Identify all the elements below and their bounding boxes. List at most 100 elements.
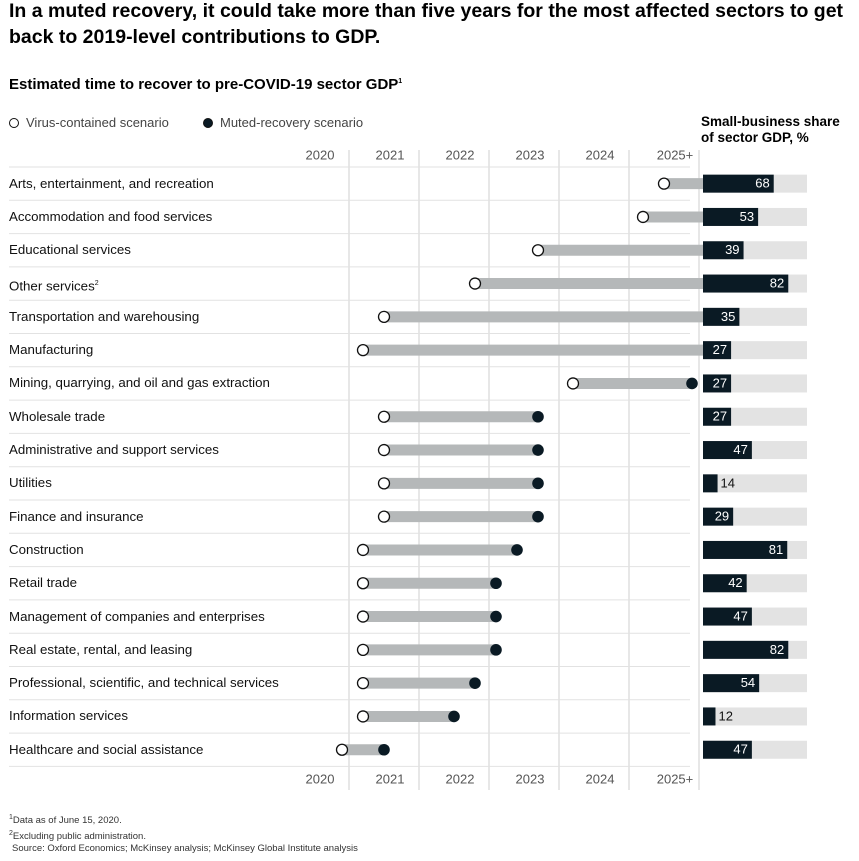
muted-recovery-marker [532, 444, 544, 456]
share-bar [703, 740, 752, 759]
share-value-label: 27 [713, 342, 727, 357]
share-bar [703, 241, 744, 260]
sector-label: Finance and insurance [9, 509, 144, 525]
share-value-label: 82 [770, 642, 784, 657]
share-value-label: 68 [755, 176, 769, 191]
share-bar [703, 707, 716, 726]
x-tick-label-top: 2025+ [657, 147, 694, 162]
muted-recovery-marker [469, 677, 481, 689]
sector-label: Educational services [9, 242, 131, 258]
sector-label: Mining, quarrying, and oil and gas extra… [9, 375, 270, 391]
sector-label-text: Arts, entertainment, and recreation [9, 175, 214, 191]
share-value-label: 47 [733, 742, 747, 757]
share-value-label: 27 [713, 375, 727, 390]
sector-label-text: Management of companies and enterprises [9, 608, 265, 624]
x-tick-label-bottom: 2020 [306, 771, 335, 786]
muted-recovery-marker [490, 644, 502, 656]
share-value-label: 47 [733, 608, 747, 623]
sector-label: Other services2 [9, 276, 99, 294]
share-bar [703, 274, 789, 293]
sector-label-text: Finance and insurance [9, 508, 144, 524]
sector-label-text: Professional, scientific, and technical … [9, 675, 279, 691]
chart-title: Estimated time to recover to pre-COVID-1… [9, 76, 402, 93]
share-value-label: 54 [741, 675, 755, 690]
footnote-1-mark: 1 [9, 814, 13, 821]
open-circle-icon [9, 117, 19, 128]
virus-contained-marker [356, 677, 370, 690]
virus-contained-marker [566, 377, 580, 390]
muted-recovery-marker [686, 377, 698, 390]
sector-label-text: Retail trade [9, 575, 77, 591]
footnote-2-mark: 2 [9, 829, 13, 837]
virus-contained-marker [377, 310, 391, 324]
virus-contained-marker [636, 210, 650, 224]
footnote-2: 2Excluding public administration. [9, 828, 358, 844]
share-bar [703, 507, 734, 526]
sector-label-text: Wholesale trade [9, 408, 106, 424]
sector-label-text: Healthcare and social assistance [9, 741, 204, 757]
sector-label-text: Construction [9, 541, 84, 557]
x-tick-label-top: 2020 [306, 147, 335, 162]
muted-recovery-marker [490, 577, 502, 590]
sector-label-text: Transportation and warehousing [9, 308, 200, 324]
virus-contained-marker [377, 443, 391, 457]
virus-contained-marker [468, 277, 482, 290]
sector-label: Retail trade [9, 575, 77, 591]
virus-contained-marker [356, 643, 370, 656]
sector-label-text: Accommodation and food services [9, 208, 213, 224]
virus-contained-marker [531, 244, 545, 257]
sector-label: Arts, entertainment, and recreation [9, 176, 214, 192]
x-tick-label-bottom: 2025+ [657, 771, 694, 786]
share-bar [703, 540, 788, 559]
share-bar [703, 474, 718, 493]
share-bar [703, 207, 759, 226]
legend-label-muted-recovery: Muted-recovery scenario [220, 115, 364, 130]
share-bar [703, 307, 740, 326]
virus-contained-marker [657, 177, 671, 190]
share-value-label: 47 [733, 442, 747, 457]
sector-label: Professional, scientific, and technical … [9, 675, 279, 691]
muted-recovery-marker [532, 477, 544, 490]
sector-label: Healthcare and social assistance [9, 742, 203, 758]
footnotes: 1Data as of June 15, 2020. 2Excluding pu… [9, 812, 358, 856]
virus-contained-marker [356, 610, 370, 623]
virus-contained-marker [356, 577, 370, 590]
virus-contained-marker [377, 510, 391, 523]
footnote-1: 1Data as of June 15, 2020. [9, 812, 358, 828]
share-value-label: 42 [728, 575, 742, 590]
footnote-1-text: Data as of June 15, 2020. [12, 815, 122, 827]
share-bar [703, 441, 752, 460]
legend-item-muted-recovery: Muted-recovery scenario [203, 115, 363, 130]
sector-label: Utilities [9, 475, 52, 491]
muted-recovery-marker [378, 743, 390, 756]
x-tick-label-top: 2021 [376, 147, 405, 162]
muted-recovery-marker [532, 510, 544, 523]
x-tick-label-top: 2022 [446, 147, 475, 162]
footnote-2-text: Excluding public administration. [12, 830, 146, 842]
share-bar [703, 174, 774, 193]
sector-label: Management of companies and enterprises [9, 609, 265, 625]
share-bar-track [703, 707, 807, 726]
small-business-share-header: Small-business share of sector GDP, % [701, 114, 840, 145]
share-bar [703, 341, 732, 360]
share-value-label: 81 [769, 542, 783, 557]
share-value-label: 53 [740, 209, 754, 224]
share-value-label: 12 [718, 708, 732, 723]
x-tick-label-bottom: 2023 [516, 771, 545, 786]
virus-contained-marker [377, 410, 391, 423]
sector-label-text: Utilities [9, 475, 52, 491]
share-value-label: 35 [721, 309, 735, 324]
sector-label-text: Mining, quarrying, and oil and gas extra… [9, 375, 270, 391]
share-value-label: 39 [725, 242, 739, 257]
sector-label-text: Administrative and support services [9, 442, 219, 458]
x-tick-label-bottom: 2021 [376, 771, 405, 786]
sector-label-text: Information services [9, 708, 128, 724]
share-bar-track [703, 474, 807, 493]
sector-label-text: Manufacturing [9, 342, 94, 358]
virus-contained-marker [377, 477, 391, 490]
x-tick-label-bottom: 2022 [446, 771, 475, 786]
virus-contained-marker [356, 343, 370, 357]
sector-label: Information services [9, 708, 128, 724]
share-value-label: 82 [770, 275, 784, 290]
